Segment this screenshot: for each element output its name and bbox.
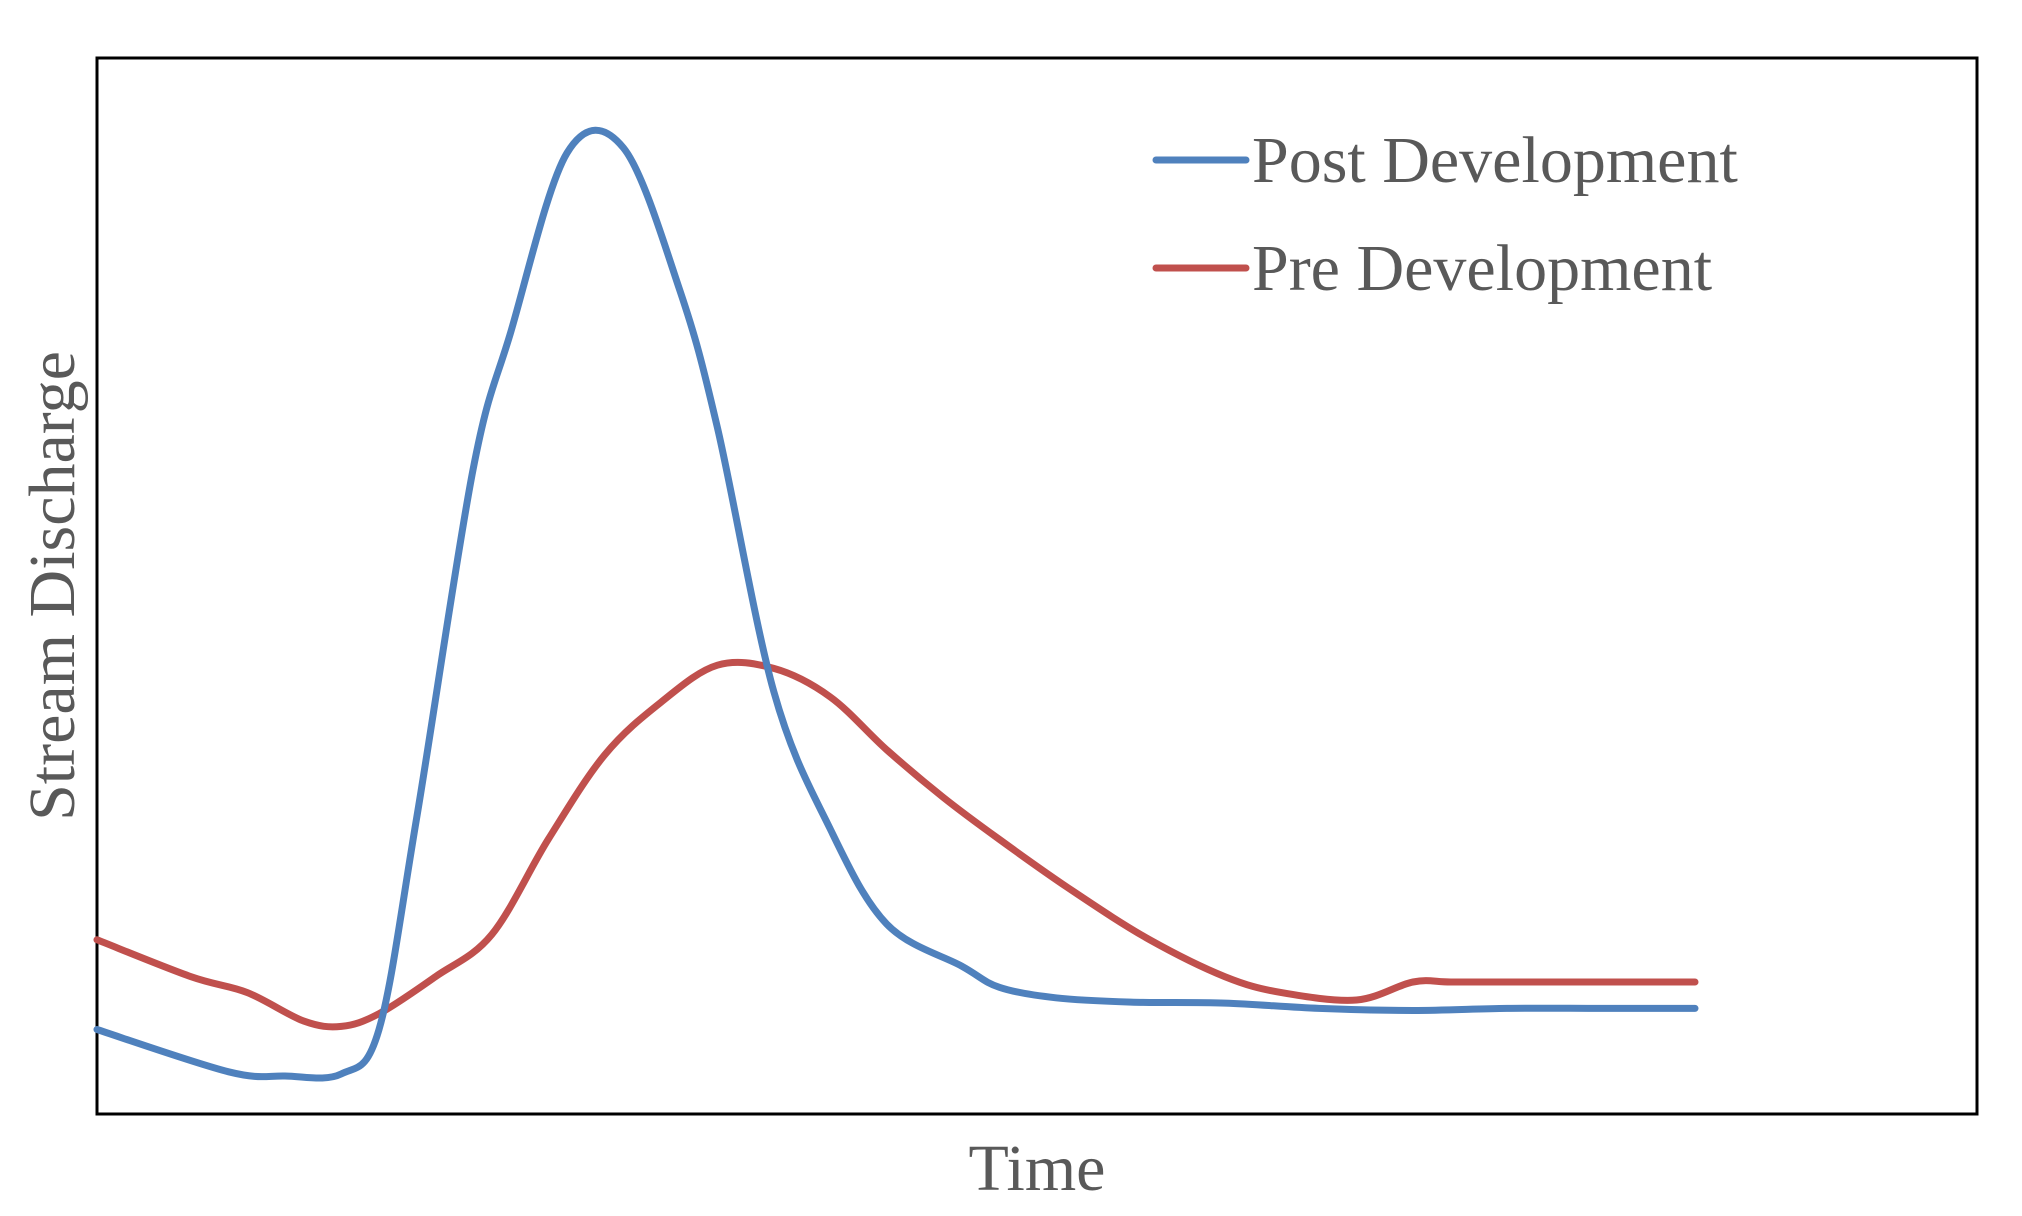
plot-area xyxy=(95,56,1979,1116)
series-line-pre-development xyxy=(93,658,1699,1031)
legend: Post Development Pre Development xyxy=(1152,124,1738,305)
series-layer xyxy=(93,126,1699,1082)
y-axis-title: Stream Discharge xyxy=(16,351,89,821)
legend-label-pre-development: Pre Development xyxy=(1252,232,1712,305)
series-line-post-development xyxy=(93,126,1699,1082)
x-axis-title: Time xyxy=(969,1132,1106,1205)
legend-label-post-development: Post Development xyxy=(1252,124,1738,197)
